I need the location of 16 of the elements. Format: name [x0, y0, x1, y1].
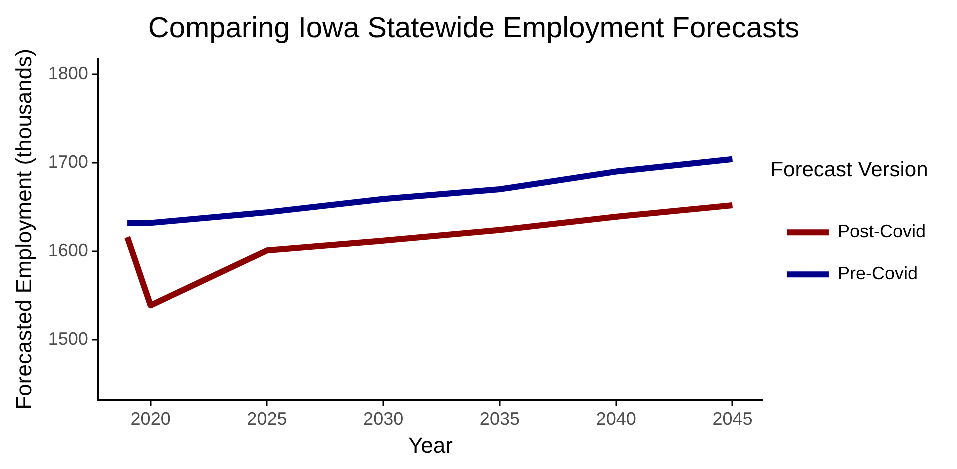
x-tick-label: 2045: [712, 408, 753, 429]
legend-label: Post-Covid: [838, 222, 926, 242]
y-tick-label: 1800: [48, 63, 88, 84]
x-tick-label: 2040: [596, 408, 636, 429]
x-axis-title: Year: [408, 432, 453, 458]
legend-label: Pre-Covid: [838, 264, 918, 284]
legend-title: Forecast Version: [770, 158, 928, 182]
x-tick-label: 2020: [130, 408, 171, 429]
y-tick-label: 1500: [48, 329, 88, 350]
y-axis-title: Forecasted Employment (thousands): [11, 49, 36, 410]
x-tick-label: 2025: [247, 408, 288, 429]
x-tick-label: 2035: [480, 408, 520, 429]
chart-title: Comparing Iowa Statewide Employment Forecasts: [148, 12, 800, 44]
y-tick-label: 1700: [48, 152, 88, 172]
y-tick-label: 1600: [48, 240, 88, 261]
x-tick-label: 2030: [364, 408, 404, 429]
